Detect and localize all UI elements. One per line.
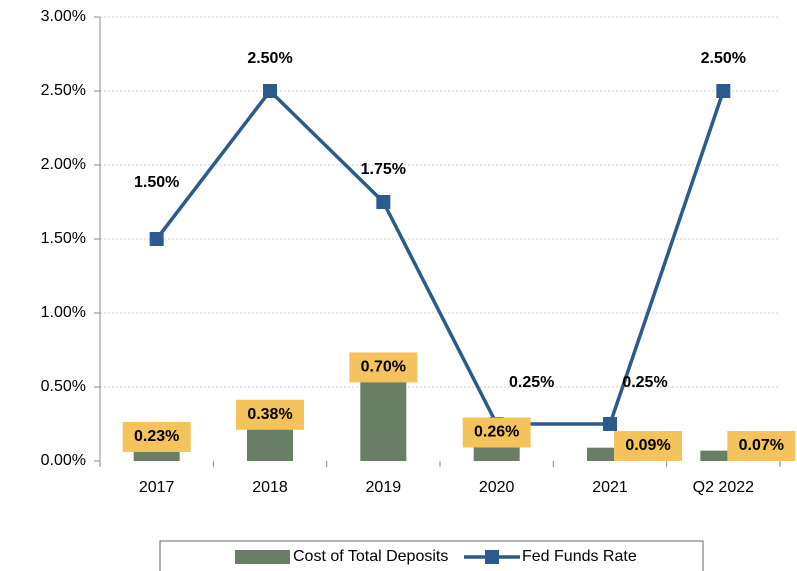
data-label: 0.70% xyxy=(361,359,406,376)
data-label: 1.75% xyxy=(361,161,406,178)
y-tick-label: 1.00% xyxy=(41,304,86,321)
y-tick-label: 0.50% xyxy=(41,378,86,395)
y-tick-label: 3.00% xyxy=(41,8,86,25)
data-label: 0.07% xyxy=(739,437,784,454)
y-tick-label: 1.50% xyxy=(41,230,86,247)
marker xyxy=(376,195,391,209)
label-box xyxy=(122,421,191,452)
y-tick-label: 0.00% xyxy=(41,452,86,469)
legend-swatch xyxy=(235,550,290,564)
data-label: 0.25% xyxy=(509,374,554,391)
data-label: 1.50% xyxy=(134,174,179,191)
label-box xyxy=(236,399,304,430)
bar xyxy=(700,450,747,461)
label-box xyxy=(727,431,796,461)
label-box xyxy=(462,417,531,448)
data-label: 0.23% xyxy=(134,428,179,445)
x-tick-label: 2021 xyxy=(592,479,628,496)
x-tick-label: 2020 xyxy=(479,479,515,496)
legend-label: Cost of Total Deposits xyxy=(293,548,448,565)
x-tick-label: 2018 xyxy=(252,479,288,496)
data-label: 0.25% xyxy=(622,374,667,391)
legend-label: Fed Funds Rate xyxy=(522,548,637,565)
marker xyxy=(716,84,731,98)
x-tick-label: 2017 xyxy=(139,479,175,496)
x-tick-label: Q2 2022 xyxy=(693,479,754,496)
data-label: 0.09% xyxy=(625,437,670,454)
data-label: 0.26% xyxy=(474,424,519,441)
label-box xyxy=(614,431,682,461)
y-tick-label: 2.50% xyxy=(41,82,86,99)
y-tick-label: 2.00% xyxy=(41,156,86,173)
label-box xyxy=(349,352,418,383)
data-label: 2.50% xyxy=(247,50,292,67)
line xyxy=(155,88,725,426)
legend-swatch xyxy=(485,550,499,564)
marker xyxy=(263,84,277,98)
data-label: 2.50% xyxy=(701,50,746,67)
data-label: 0.38% xyxy=(247,406,292,423)
marker xyxy=(149,232,164,246)
marker xyxy=(603,417,617,431)
x-tick-label: 2019 xyxy=(366,479,402,496)
